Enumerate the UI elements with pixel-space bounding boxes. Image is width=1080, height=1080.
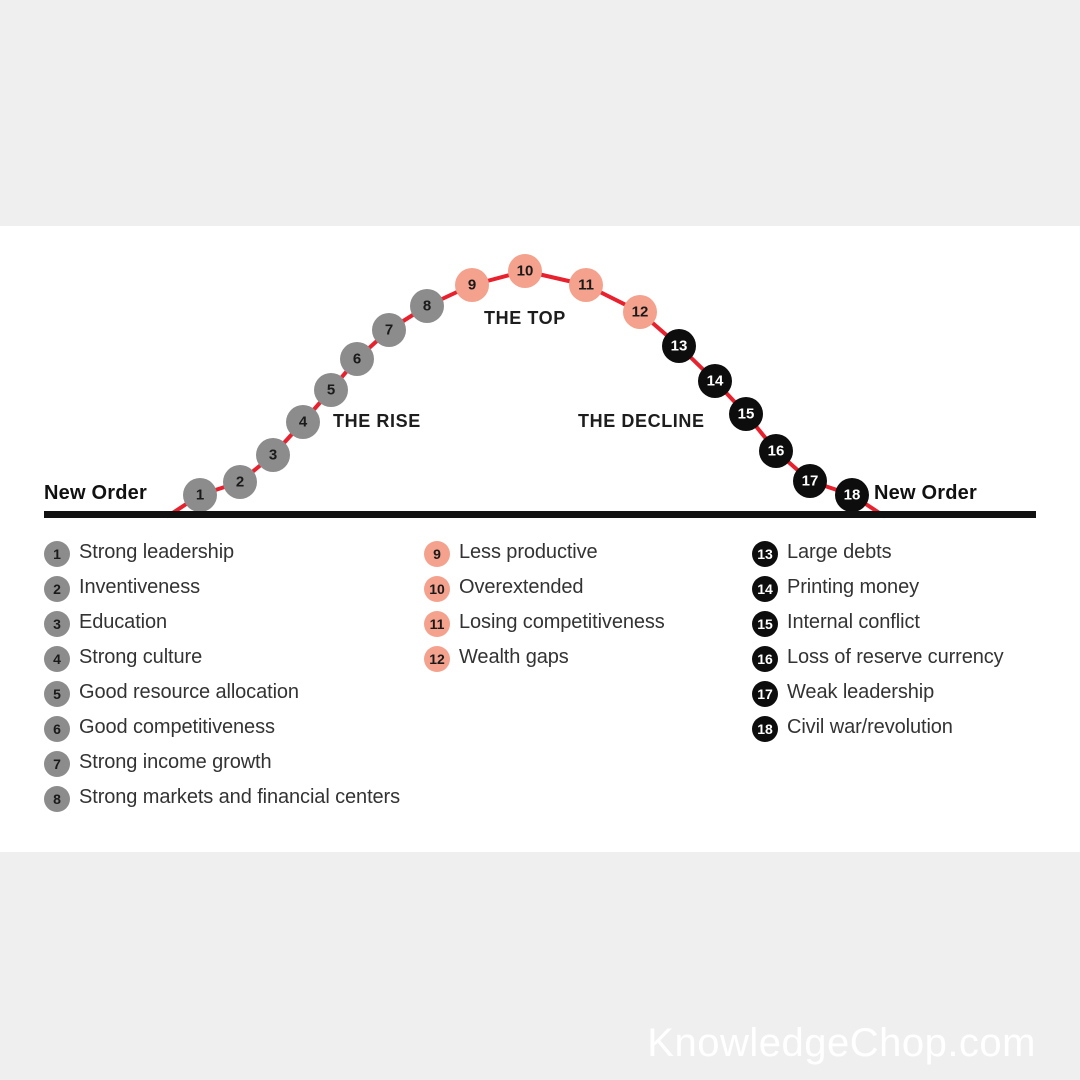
legend-item[interactable]: 4 Strong culture bbox=[44, 645, 414, 672]
phase-label-the-top: THE TOP bbox=[484, 308, 566, 328]
legend-item[interactable]: 18 Civil war/revolution bbox=[752, 715, 1062, 742]
arc-node-15[interactable] bbox=[729, 397, 763, 431]
legend-item[interactable]: 10 Overextended bbox=[424, 575, 744, 602]
legend-item-label: Loss of reserve currency bbox=[787, 646, 1004, 668]
legend-column-decline: 13 Large debts 14 Printing money 15 Internal … bbox=[752, 540, 1062, 750]
legend-item-label: Education bbox=[79, 611, 168, 633]
arc-node-9[interactable] bbox=[455, 268, 489, 302]
legend-item[interactable]: 15 Internal conflict bbox=[752, 610, 1062, 637]
legend-badge-14: 14 bbox=[752, 576, 778, 602]
new-order-label-left: New Order bbox=[44, 482, 147, 504]
arc-node-18[interactable] bbox=[835, 478, 869, 512]
arc-svg bbox=[44, 254, 1036, 518]
arc-node-17[interactable] bbox=[793, 464, 827, 498]
legend-item-label: Weak leadership bbox=[787, 681, 935, 703]
legend-badge-2: 2 bbox=[44, 576, 70, 602]
legend-item[interactable]: 2 Inventiveness bbox=[44, 575, 414, 602]
legend-badge-10: 10 bbox=[424, 576, 450, 602]
arc-node-10[interactable] bbox=[508, 254, 542, 288]
legend-column-rise: 1 Strong leadership 2 Inventiveness 3 Educati… bbox=[44, 540, 414, 820]
legend-item[interactable]: 7 Strong income growth bbox=[44, 750, 414, 777]
legend-item[interactable]: 1 Strong leadership bbox=[44, 540, 414, 567]
phase-label-the-rise: THE RISE bbox=[333, 411, 421, 431]
legend-badge-8: 8 bbox=[44, 786, 70, 812]
legend-item-label: Less productive bbox=[459, 541, 598, 563]
baseline-rule bbox=[44, 511, 1036, 518]
legend-badge-17: 17 bbox=[752, 681, 778, 707]
arc-node-1[interactable] bbox=[183, 478, 217, 512]
watermark: KnowledgeChop.com bbox=[647, 1021, 1036, 1065]
arc-node-5[interactable] bbox=[314, 373, 348, 407]
legend-badge-13: 13 bbox=[752, 541, 778, 567]
legend-item-label: Internal conflict bbox=[787, 611, 920, 633]
legend-item[interactable]: 3 Education bbox=[44, 610, 414, 637]
arc-node-12[interactable] bbox=[623, 295, 657, 329]
legend-column-top: 9 Less productive 10 Overextended 11 Losing c… bbox=[424, 540, 744, 680]
legend-item-label: Overextended bbox=[459, 576, 584, 598]
node-group bbox=[183, 254, 869, 512]
arc-node-2[interactable] bbox=[223, 465, 257, 499]
legend-item-label: Printing money bbox=[787, 576, 919, 598]
legend-item-label: Strong income growth bbox=[79, 751, 272, 773]
legend-item[interactable]: 11 Losing competitiveness bbox=[424, 610, 744, 637]
arc-node-3[interactable] bbox=[256, 438, 290, 472]
legend-badge-18: 18 bbox=[752, 716, 778, 742]
legend-badge-15: 15 bbox=[752, 611, 778, 637]
arc-node-7[interactable] bbox=[372, 313, 406, 347]
legend-item-label: Good competitiveness bbox=[79, 716, 275, 738]
legend-badge-9: 9 bbox=[424, 541, 450, 567]
legend-item[interactable]: 6 Good competitiveness bbox=[44, 715, 414, 742]
legend-item-label: Strong culture bbox=[79, 646, 203, 668]
arc-node-11[interactable] bbox=[569, 268, 603, 302]
arc-node-13[interactable] bbox=[662, 329, 696, 363]
new-order-label-right: New Order bbox=[874, 482, 977, 504]
legend-badge-1: 1 bbox=[44, 541, 70, 567]
legend-badge-12: 12 bbox=[424, 646, 450, 672]
legend-item-label: Civil war/revolution bbox=[787, 716, 953, 738]
legend-item-label: Losing competitiveness bbox=[459, 611, 665, 633]
legend-badge-6: 6 bbox=[44, 716, 70, 742]
legend-item[interactable]: 9 Less productive bbox=[424, 540, 744, 567]
legend-badge-11: 11 bbox=[424, 611, 450, 637]
legend-item[interactable]: 12 Wealth gaps bbox=[424, 645, 744, 672]
legend: 1 Strong leadership 2 Inventiveness 3 Educati… bbox=[0, 526, 1080, 852]
arc-node-6[interactable] bbox=[340, 342, 374, 376]
legend-item[interactable]: 8 Strong markets and financial centers bbox=[44, 785, 414, 812]
arc-node-4[interactable] bbox=[286, 405, 320, 439]
arc-node-14[interactable] bbox=[698, 364, 732, 398]
legend-badge-5: 5 bbox=[44, 681, 70, 707]
legend-item-label: Strong markets and financial centers bbox=[79, 786, 401, 808]
legend-item-label: Strong leadership bbox=[79, 541, 235, 563]
legend-item[interactable]: 13 Large debts bbox=[752, 540, 1062, 567]
legend-item[interactable]: 16 Loss of reserve currency bbox=[752, 645, 1062, 672]
legend-badge-7: 7 bbox=[44, 751, 70, 777]
legend-item-label: Inventiveness bbox=[79, 576, 200, 598]
infographic-card: 1 2 3 4 5 6 7 8 9 10 11 12 13 14 15 16 17 18 New Order Ne… bbox=[0, 226, 1080, 852]
legend-item[interactable]: 5 Good resource allocation bbox=[44, 680, 414, 707]
legend-item[interactable]: 17 Weak leadership bbox=[752, 680, 1062, 707]
arc-node-16[interactable] bbox=[759, 434, 793, 468]
empire-cycle-arc: 1 2 3 4 5 6 7 8 9 10 11 12 13 14 15 16 17 18 New Order Ne… bbox=[0, 226, 1080, 526]
legend-badge-16: 16 bbox=[752, 646, 778, 672]
legend-item-label: Good resource allocation bbox=[79, 681, 299, 703]
legend-badge-3: 3 bbox=[44, 611, 70, 637]
legend-item-label: Wealth gaps bbox=[459, 646, 569, 668]
legend-badge-4: 4 bbox=[44, 646, 70, 672]
legend-item[interactable]: 14 Printing money bbox=[752, 575, 1062, 602]
legend-item-label: Large debts bbox=[787, 541, 892, 563]
arc-node-8[interactable] bbox=[410, 289, 444, 323]
phase-label-the-decline: THE DECLINE bbox=[578, 411, 705, 431]
